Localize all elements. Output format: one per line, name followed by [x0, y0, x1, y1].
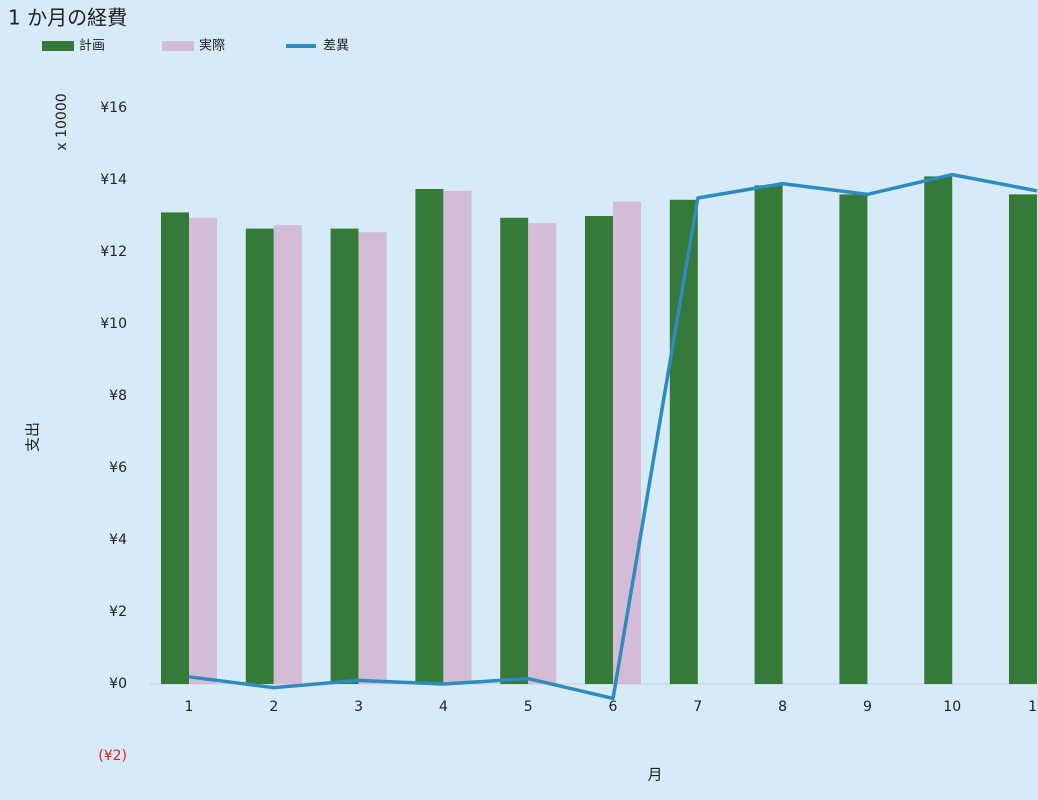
- bar: [245, 228, 274, 684]
- legend-label: 差異: [323, 39, 349, 54]
- legend-label: 実際: [199, 38, 225, 54]
- y-tick-label: ¥16: [100, 100, 127, 116]
- y-tick-label: ¥10: [100, 316, 127, 332]
- bar: [613, 201, 641, 684]
- bar: [415, 189, 444, 684]
- y-tick-label: ¥2: [109, 604, 127, 620]
- x-tick-label: 11: [1028, 699, 1038, 715]
- bar: [754, 185, 783, 684]
- x-tick-label: 7: [693, 699, 702, 715]
- legend-swatch: [42, 41, 74, 51]
- line: [188, 172, 1038, 701]
- x-tick-label: 6: [609, 699, 618, 715]
- y-tick-label: ¥8: [109, 388, 127, 404]
- y-tick-label: ¥12: [100, 244, 127, 260]
- bar: [1009, 194, 1037, 684]
- bar: [443, 190, 472, 685]
- legend-label: 計画: [79, 38, 105, 54]
- x-tick-label: 1: [185, 699, 194, 715]
- y-axis-unit: x 10000: [54, 93, 70, 150]
- legend-swatch: [162, 41, 194, 51]
- bar: [330, 228, 359, 684]
- bar: [358, 232, 387, 684]
- bar: [189, 217, 217, 685]
- x-tick-label: 5: [524, 699, 533, 715]
- y-tick-label: ¥4: [109, 532, 127, 548]
- bar: [273, 225, 302, 684]
- y-tick-label: ¥6: [109, 460, 127, 476]
- y-tick-label: (¥2): [98, 748, 127, 764]
- bar: [528, 223, 557, 684]
- x-tick-label: 3: [354, 699, 363, 715]
- x-tick-label: 10: [943, 699, 961, 715]
- bar: [924, 176, 953, 684]
- y-tick-label: ¥0: [109, 676, 127, 692]
- x-tick-label: 8: [778, 699, 787, 715]
- x-tick-label: 9: [863, 699, 872, 715]
- y-axis-title: 支出: [24, 422, 42, 452]
- x-axis-title: 月: [647, 766, 662, 784]
- bar: [839, 194, 868, 684]
- y-tick-label: ¥14: [100, 172, 127, 188]
- bar: [161, 212, 189, 684]
- bar: [585, 216, 613, 684]
- chart-title: 1 か月の経費: [8, 6, 127, 30]
- x-tick-label: 4: [439, 699, 448, 715]
- bar: [500, 217, 529, 685]
- x-tick-label: 2: [269, 699, 278, 715]
